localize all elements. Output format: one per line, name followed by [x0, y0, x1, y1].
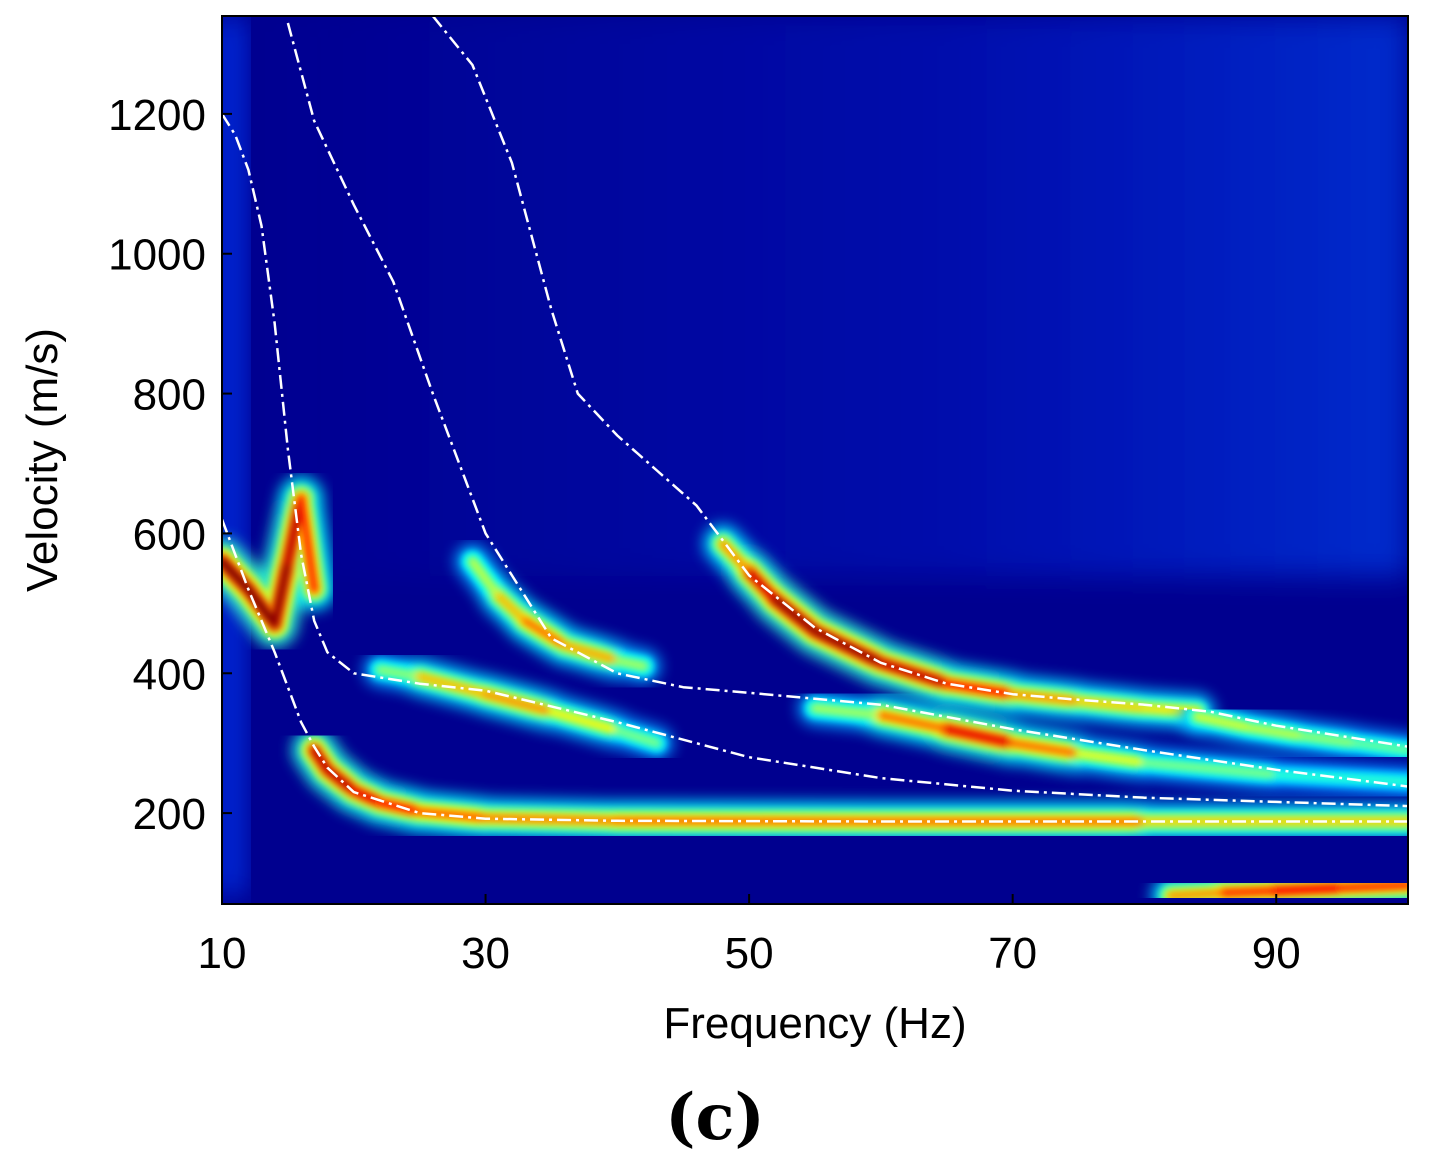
- energy-band-layer: [377, 666, 660, 747]
- energy-band-segment: [1167, 889, 1227, 900]
- energy-band-segment: [469, 558, 502, 600]
- energy-band-segment: [1338, 881, 1408, 892]
- y-axis-label: Velocity (m/s): [18, 328, 67, 592]
- energy-band-segment: [1272, 884, 1346, 895]
- high-frequency-haze: [222, 16, 1408, 576]
- plot-frame: [221, 15, 1409, 905]
- theoretical-curve-mode-3: [431, 16, 1408, 748]
- energy-band-segment: [1075, 697, 1148, 712]
- x-axis-label: Frequency (Hz): [663, 999, 966, 1048]
- y-tick-label: 200: [133, 790, 206, 839]
- energy-band-branch-55-100: [797, 690, 1408, 798]
- theoretical-curve-mode-2: [286, 22, 1408, 788]
- energy-band-segment: [1194, 713, 1253, 731]
- y-tick-label: 1000: [108, 231, 206, 280]
- theoretical-curve-mode-1: [222, 113, 1408, 808]
- energy-band-segment: [877, 711, 951, 733]
- energy-band-segment: [297, 494, 318, 593]
- x-tick-label: 10: [198, 929, 247, 978]
- energy-band-segment: [1352, 740, 1408, 754]
- energy-band-segment: [270, 557, 292, 629]
- y-tick-label: 400: [133, 650, 206, 699]
- x-tick-label: 70: [988, 929, 1037, 978]
- left-edge-glow: [222, 16, 245, 896]
- energy-band-low-velocity-branch: [1151, 864, 1408, 904]
- energy-band-segment: [1299, 733, 1359, 747]
- theoretical-curves: [222, 16, 1408, 823]
- panel-label: (c): [665, 1080, 765, 1155]
- y-tick-label: 800: [133, 371, 206, 420]
- energy-band-segment: [719, 540, 753, 576]
- energy-band-segment: [1246, 724, 1306, 740]
- energy-band-segment: [244, 585, 279, 629]
- x-tick-label: 30: [461, 929, 510, 978]
- x-axis-ticks: 10 30 50 70 90: [198, 894, 1301, 978]
- y-tick-label: 600: [133, 510, 206, 559]
- energy-band-segment: [310, 746, 332, 774]
- energy-band-segment: [771, 595, 819, 636]
- energy-band-segment: [1009, 739, 1083, 758]
- energy-band-segment: [1219, 887, 1280, 897]
- energy-band-segment: [561, 641, 621, 665]
- theoretical-curve-mode-0: [222, 518, 1408, 823]
- y-axis-ticks: 200 400 600 800 1000 1200: [108, 91, 232, 839]
- x-tick-label: 50: [725, 929, 774, 978]
- energy-band-low-frequency-peak: [222, 476, 336, 648]
- y-tick-label: 1200: [108, 91, 206, 140]
- energy-band-segment: [614, 727, 660, 747]
- energy-band-layer: [811, 705, 1408, 785]
- energy-band-segment: [495, 593, 529, 625]
- energy-band-segment: [614, 657, 647, 670]
- energy-band-layer: [1167, 881, 1408, 900]
- x-tick-label: 90: [1252, 929, 1301, 978]
- energy-band-segment: [811, 627, 885, 667]
- energy-band-segment: [1141, 759, 1280, 778]
- energy-band-segment: [1273, 771, 1408, 785]
- energy-band-segment: [811, 705, 884, 719]
- energy-band-segment: [943, 725, 1017, 747]
- energy-band-segment: [482, 690, 555, 716]
- energy-band-segment: [416, 673, 489, 698]
- energy-band-segment: [377, 666, 423, 680]
- energy-band-segment: [284, 494, 305, 566]
- energy-band-layer: [222, 494, 318, 629]
- energy-band-segment: [222, 557, 253, 594]
- energy-band-segment: [1075, 750, 1148, 766]
- energy-band-segment: [548, 708, 621, 734]
- energy-band-layer: [1194, 713, 1408, 754]
- energy-band-first-higher-mode: [363, 652, 674, 760]
- energy-band-high-frequency-branch: [1179, 698, 1408, 767]
